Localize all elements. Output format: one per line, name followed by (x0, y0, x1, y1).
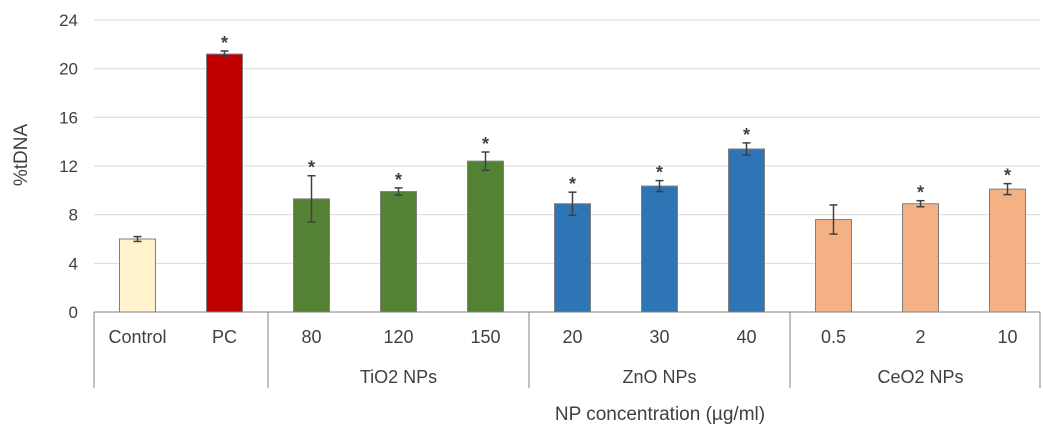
y-tick-label: 4 (69, 254, 78, 273)
x-tick-label: 80 (301, 327, 321, 347)
y-tick-label: 24 (59, 11, 78, 30)
significance-star: * (221, 33, 228, 53)
bar (902, 203, 939, 313)
x-tick-label: 30 (649, 327, 669, 347)
significance-star: * (1004, 166, 1011, 186)
x-tick-label: 40 (736, 327, 756, 347)
significance-markers: * * * * * * * * * (221, 33, 1011, 203)
significance-star: * (569, 174, 576, 194)
significance-star: * (917, 183, 924, 203)
bar (641, 185, 678, 313)
y-axis-title: %tDNA (11, 124, 32, 187)
x-axis (93, 311, 1041, 388)
error-bars (133, 50, 1012, 243)
y-tick-label: 12 (59, 157, 78, 176)
x-tick-label: 20 (562, 327, 582, 347)
y-tick-label: 8 (69, 206, 78, 225)
y-tick-label: 20 (59, 60, 78, 79)
group-labels: TiO2 NPs ZnO NPs CeO2 NPs (360, 367, 964, 387)
bar (206, 53, 243, 313)
significance-star: * (395, 170, 402, 190)
x-tick-label: 120 (383, 327, 413, 347)
y-tick-label: 16 (59, 108, 78, 127)
group-label: TiO2 NPs (360, 367, 437, 387)
significance-star: * (656, 163, 663, 183)
x-tick-label: Control (108, 327, 166, 347)
x-tick-label: PC (212, 327, 237, 347)
group-label: ZnO NPs (622, 367, 696, 387)
x-tick-label: 150 (470, 327, 500, 347)
bar (728, 148, 765, 313)
bar (119, 238, 156, 313)
y-tick-label: 0 (69, 303, 78, 322)
x-tick-label: 0.5 (821, 327, 846, 347)
significance-star: * (743, 125, 750, 145)
group-label: CeO2 NPs (877, 367, 963, 387)
y-tick-labels: 0 4 8 12 16 20 24 (59, 11, 78, 322)
bar (380, 191, 417, 313)
bar (989, 188, 1026, 313)
x-tick-labels: Control PC 80 120 150 20 30 40 0.5 2 10 (108, 327, 1017, 347)
significance-star: * (482, 134, 489, 154)
x-tick-label: 10 (997, 327, 1017, 347)
bar (554, 203, 591, 313)
gridlines (94, 19, 1040, 264)
significance-star: * (308, 158, 315, 178)
x-tick-label: 2 (915, 327, 925, 347)
bar (467, 160, 504, 313)
x-axis-title: NP concentration (µg/ml) (555, 404, 765, 425)
